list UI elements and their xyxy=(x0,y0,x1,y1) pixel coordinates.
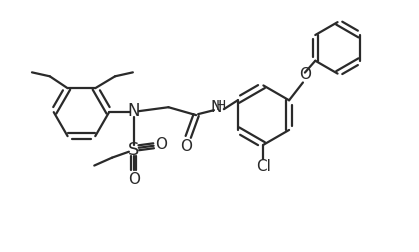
Text: O: O xyxy=(299,67,311,82)
Text: S: S xyxy=(128,141,140,159)
Text: N: N xyxy=(128,102,140,120)
Text: H: H xyxy=(216,99,226,113)
Text: N: N xyxy=(210,100,222,115)
Text: O: O xyxy=(128,172,140,187)
Text: Cl: Cl xyxy=(256,159,271,174)
Text: O: O xyxy=(180,139,192,154)
Text: O: O xyxy=(155,137,168,152)
